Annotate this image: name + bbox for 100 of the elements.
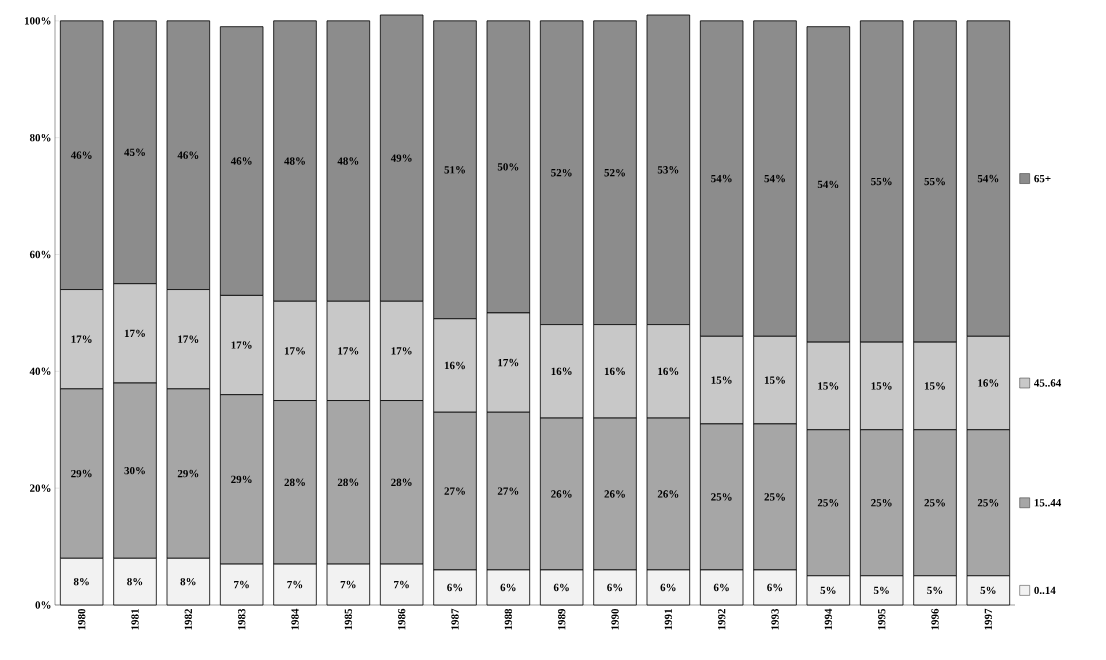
data-label: 25% xyxy=(977,499,999,507)
data-label: 54% xyxy=(817,180,839,189)
data-label: 28% xyxy=(391,478,412,487)
data-label: 15% xyxy=(711,376,732,384)
data-label: 49% xyxy=(390,154,412,162)
y-tick-label: 80% xyxy=(29,133,51,142)
data-label: 17% xyxy=(178,335,199,343)
data-label: 25% xyxy=(924,499,945,507)
legend-label: 15..44 xyxy=(1034,499,1062,507)
data-label: 8% xyxy=(127,577,143,586)
data-label: 5% xyxy=(980,586,996,595)
y-tick-label: 60% xyxy=(29,250,51,259)
data-label: 26% xyxy=(551,490,572,498)
x-tick-label: 1985 xyxy=(344,608,353,630)
x-tick-label: 1992 xyxy=(718,609,726,630)
data-label: 46% xyxy=(177,151,199,159)
data-label: 17% xyxy=(338,347,359,355)
legend-label: 45..64 xyxy=(1034,379,1062,387)
data-label: 17% xyxy=(124,329,145,338)
data-label: 53% xyxy=(657,166,679,174)
data-label: 29% xyxy=(177,469,199,478)
data-label: 6% xyxy=(607,583,623,592)
data-label: 51% xyxy=(444,166,465,174)
x-tick-label: 1984 xyxy=(291,608,299,630)
data-label: 52% xyxy=(551,169,572,177)
data-label: 46% xyxy=(70,151,92,159)
data-label: 25% xyxy=(871,499,892,507)
data-label: 26% xyxy=(604,490,625,498)
x-tick-label: 1987 xyxy=(451,608,459,630)
data-label: 54% xyxy=(711,174,732,183)
x-tick-label: 1989 xyxy=(557,608,566,630)
x-tick-label: 1994 xyxy=(824,608,833,630)
data-label: 27% xyxy=(497,487,519,495)
y-tick-label: 20% xyxy=(30,484,51,492)
data-label: 52% xyxy=(604,169,625,177)
x-tick-label: 1986 xyxy=(397,608,406,630)
data-label: 5% xyxy=(873,586,889,595)
data-label: 48% xyxy=(284,157,305,165)
data-label: 16% xyxy=(658,367,679,376)
data-label: 6% xyxy=(713,583,729,592)
data-label: 17% xyxy=(284,347,305,355)
data-label: 17% xyxy=(391,347,412,355)
data-label: 7% xyxy=(340,580,356,589)
data-label: 15% xyxy=(924,382,945,390)
y-tick-label: 40% xyxy=(29,367,51,376)
data-label: 54% xyxy=(977,174,999,183)
x-tick-label: 1982 xyxy=(184,609,193,630)
data-label: 7% xyxy=(234,580,249,589)
data-label: 29% xyxy=(231,475,252,484)
data-label: 7% xyxy=(394,580,409,589)
x-tick-label: 1997 xyxy=(984,608,993,630)
data-label: 45% xyxy=(124,148,145,156)
data-label: 30% xyxy=(124,466,145,475)
data-label: 25% xyxy=(817,499,839,507)
data-label: 16% xyxy=(444,361,465,370)
data-label: 16% xyxy=(551,367,572,376)
data-label: 29% xyxy=(71,469,92,478)
data-label: 17% xyxy=(231,341,252,349)
data-label: 16% xyxy=(604,367,625,376)
data-label: 25% xyxy=(711,493,732,501)
y-tick-label: 100% xyxy=(24,17,51,25)
x-tick-label: 1981 xyxy=(131,609,139,630)
x-tick-label: 1990 xyxy=(611,608,619,630)
x-tick-label: 1993 xyxy=(771,608,779,630)
x-tick-label: 1991 xyxy=(664,609,673,630)
legend-label: 65+ xyxy=(1034,174,1051,183)
x-tick-label: 1995 xyxy=(878,608,886,630)
data-label: 17% xyxy=(498,358,519,367)
data-label: 48% xyxy=(337,157,359,165)
data-label: 7% xyxy=(287,580,303,589)
data-label: 54% xyxy=(764,174,785,183)
data-label: 27% xyxy=(444,487,465,495)
x-tick-label: 1996 xyxy=(931,608,939,630)
data-label: 46% xyxy=(230,157,252,165)
data-label: 6% xyxy=(500,583,516,592)
data-label: 26% xyxy=(657,490,679,498)
data-label: 15% xyxy=(818,382,839,390)
data-label: 50% xyxy=(497,163,519,171)
data-label: 6% xyxy=(447,583,463,592)
data-label: 16% xyxy=(978,379,999,387)
data-label: 6% xyxy=(553,583,569,592)
data-label: 15% xyxy=(871,382,892,390)
y-tick-label: 0% xyxy=(35,601,51,609)
data-label: 8% xyxy=(180,577,196,586)
data-label: 25% xyxy=(764,493,785,501)
data-label: 8% xyxy=(73,577,89,586)
data-label: 15% xyxy=(764,376,785,384)
data-label: 55% xyxy=(924,177,945,186)
data-label: 28% xyxy=(337,478,359,487)
x-tick-label: 1988 xyxy=(504,608,513,630)
data-label: 6% xyxy=(660,583,676,592)
x-tick-label: 1983 xyxy=(237,608,246,630)
data-label: 55% xyxy=(871,177,892,186)
data-label: 17% xyxy=(71,335,92,343)
legend-label: 0..14 xyxy=(1034,586,1056,595)
data-label: 6% xyxy=(767,583,783,592)
x-tick-label: 1980 xyxy=(77,608,86,630)
data-label: 5% xyxy=(820,586,836,595)
data-label: 5% xyxy=(927,586,943,595)
data-label: 28% xyxy=(284,478,305,487)
